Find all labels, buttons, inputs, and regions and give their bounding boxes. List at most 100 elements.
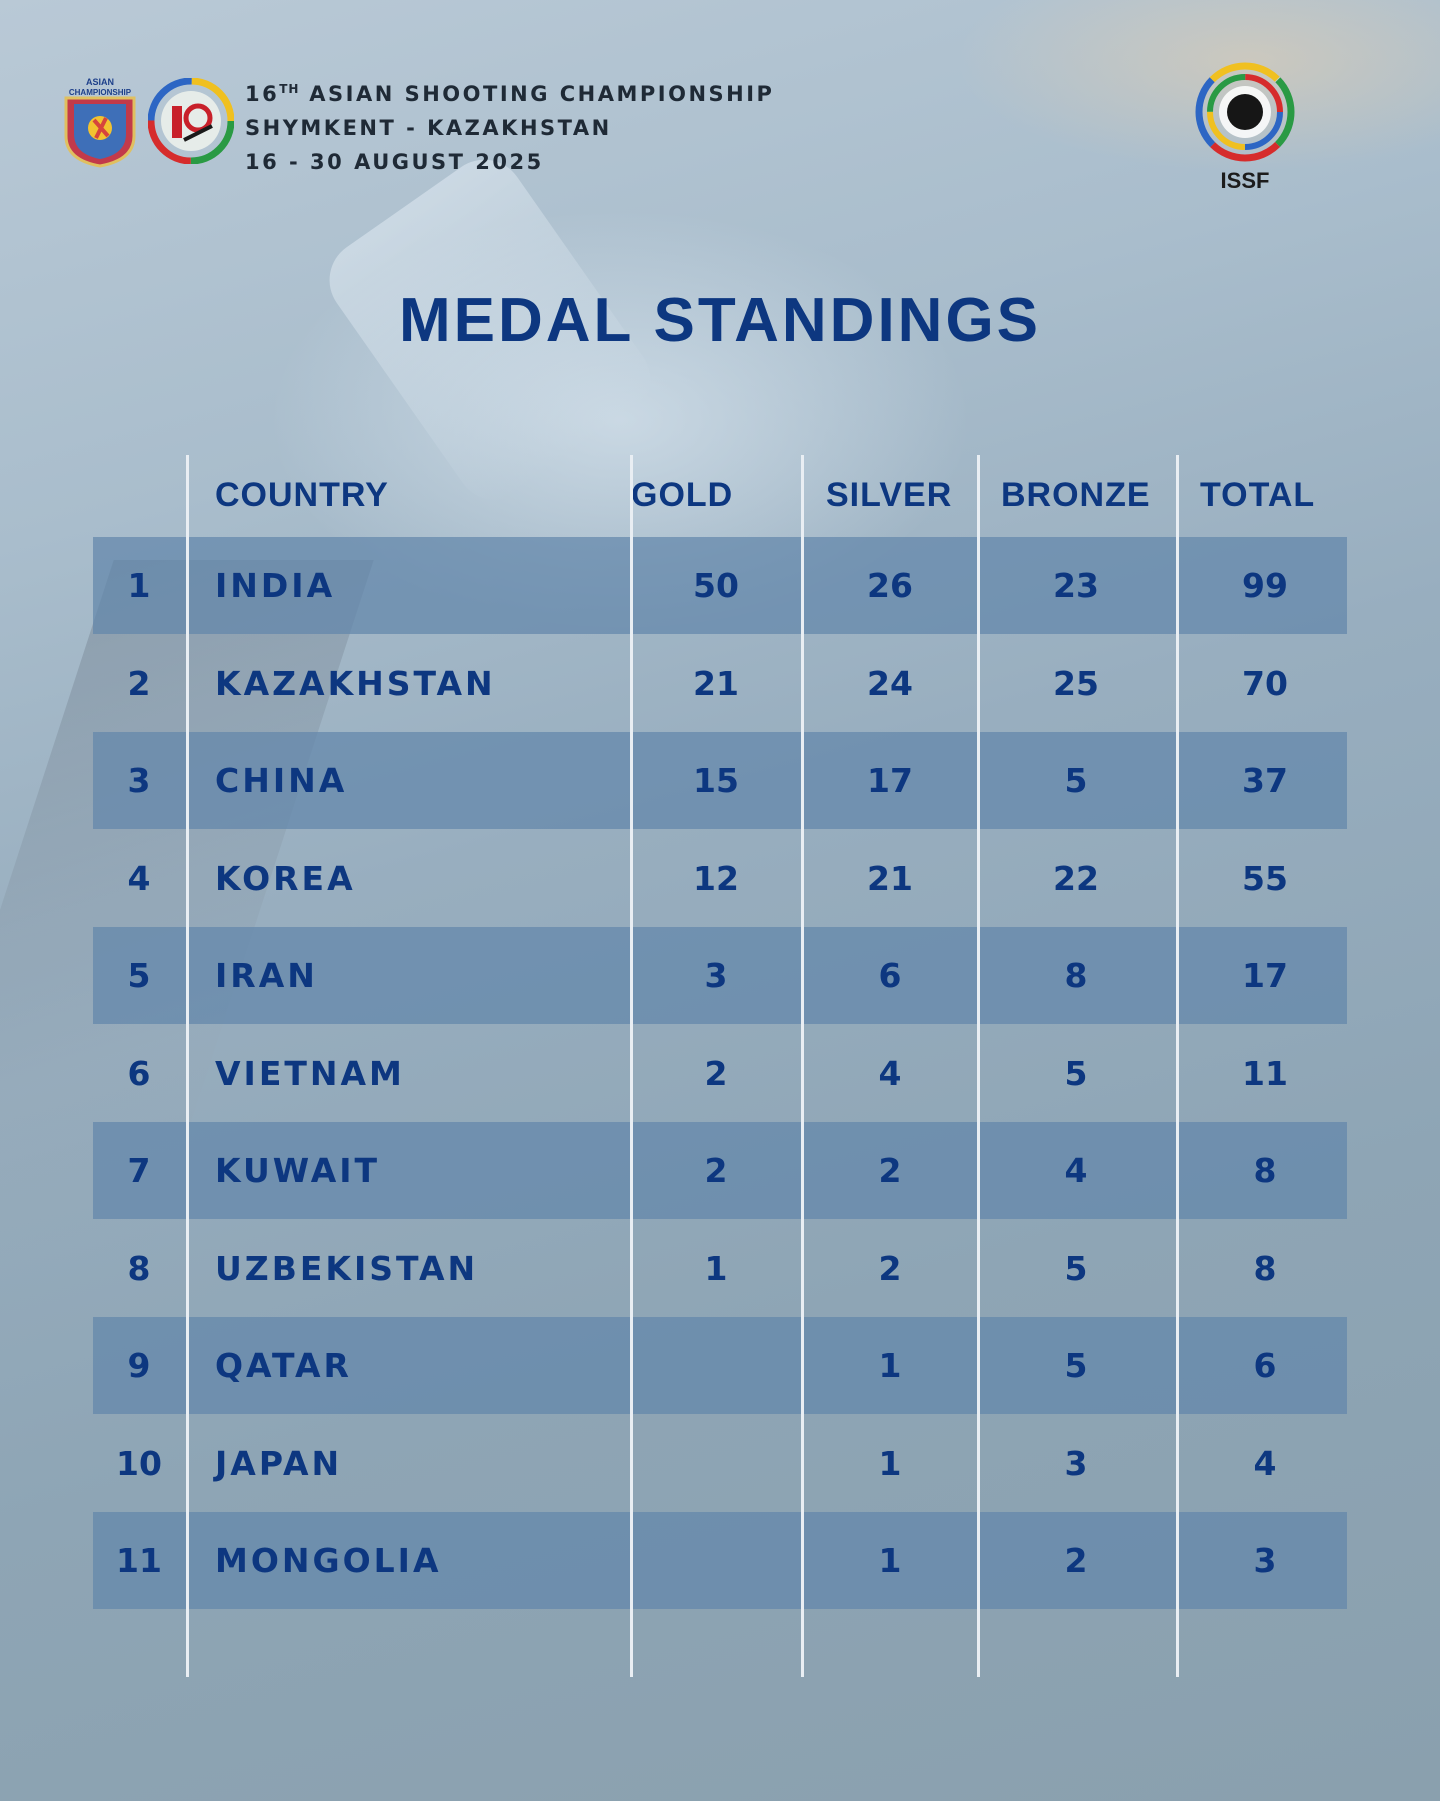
country-cell: KOREA (215, 858, 356, 898)
target-icon (1195, 62, 1295, 162)
country-cell: JAPAN (215, 1443, 343, 1483)
page-title: MEDAL STANDINGS (398, 286, 1042, 355)
rank-cell: 10 (116, 1443, 162, 1483)
column-divider (977, 455, 980, 1677)
bronze-cell: 5 (1064, 1248, 1088, 1288)
gold-cell: 2 (704, 1151, 728, 1190)
gold-cell: 1 (704, 1248, 728, 1288)
total-cell: 8 (1253, 1248, 1277, 1288)
column-divider (801, 455, 804, 1677)
gold-cell: 21 (693, 663, 739, 703)
total-cell: 8 (1253, 1151, 1277, 1190)
silver-cell: 17 (867, 761, 913, 800)
gold-cell: 50 (693, 566, 739, 605)
silver-cell: 4 (878, 1053, 902, 1093)
event-title: 16TH ASIAN SHOOTING CHAMPIONSHIP (245, 82, 775, 106)
table-row: 6 VIETNAM 2 4 5 11 (93, 1025, 1347, 1122)
event-dates: 16 - 30 AUGUST 2025 (245, 150, 544, 174)
total-cell: 55 (1242, 858, 1288, 898)
country-cell: KUWAIT (215, 1151, 381, 1190)
gold-cell (636, 1317, 796, 1414)
gold-cell: 15 (693, 761, 739, 800)
country-cell: INDIA (215, 566, 336, 605)
total-cell: 70 (1242, 663, 1288, 703)
issf-label: ISSF (1220, 168, 1270, 193)
bronze-cell: 25 (1053, 663, 1099, 703)
country-cell: QATAR (215, 1346, 352, 1385)
table-row: 5 IRAN 3 6 8 17 (93, 927, 1347, 1024)
column-header-silver: SILVER (826, 476, 953, 514)
rank-cell: 2 (127, 663, 151, 703)
silver-cell: 1 (878, 1346, 902, 1385)
table-row: 9 QATAR 1 5 6 (93, 1317, 1347, 1414)
gold-cell: 12 (693, 858, 739, 898)
silver-cell: 26 (867, 566, 913, 605)
country-cell: MONGOLIA (215, 1541, 442, 1580)
rank-cell: 3 (127, 761, 151, 800)
total-cell: 4 (1253, 1443, 1277, 1483)
svg-text:CHAMPIONSHIP: CHAMPIONSHIP (69, 88, 132, 97)
rank-cell: 6 (127, 1053, 151, 1093)
table-row: 2 KAZAKHSTAN 21 24 25 70 (93, 635, 1347, 732)
column-divider (186, 455, 189, 1677)
country-cell: VIETNAM (215, 1053, 405, 1093)
column-header-total: TOTAL (1200, 476, 1316, 514)
country-cell: IRAN (215, 956, 318, 995)
rank-cell: 8 (127, 1248, 151, 1288)
rank-cell: 7 (127, 1151, 151, 1190)
issf-logo: ISSF (1190, 60, 1300, 200)
bronze-cell: 5 (1064, 761, 1088, 800)
table-row: 8 UZBEKISTAN 1 2 5 8 (93, 1220, 1347, 1317)
bronze-cell: 3 (1064, 1443, 1088, 1483)
silver-cell: 1 (878, 1443, 902, 1483)
shooting-federation-logo (148, 78, 234, 164)
bronze-cell: 22 (1053, 858, 1099, 898)
rank-cell: 9 (127, 1346, 151, 1385)
rank-cell: 5 (127, 956, 151, 995)
silver-cell: 24 (867, 663, 913, 703)
country-cell: KAZAKHSTAN (215, 663, 496, 703)
svg-text:ASIAN: ASIAN (86, 77, 114, 87)
column-header-gold: GOLD (631, 476, 734, 514)
bronze-cell: 8 (1064, 956, 1088, 995)
gold-cell: 2 (704, 1053, 728, 1093)
bronze-cell: 5 (1064, 1053, 1088, 1093)
bronze-cell: 5 (1064, 1346, 1088, 1385)
rank-cell: 1 (127, 566, 151, 605)
table-row: 10 JAPAN 1 3 4 (93, 1415, 1347, 1512)
event-info: 16TH ASIAN SHOOTING CHAMPIONSHIP SHYMKEN… (245, 72, 885, 179)
rank-cell: 4 (127, 858, 151, 898)
bronze-cell: 4 (1064, 1151, 1088, 1190)
country-cell: UZBEKISTAN (215, 1248, 479, 1288)
rank-cell: 11 (116, 1541, 162, 1580)
column-header-bronze: BRONZE (1001, 476, 1151, 514)
table-row: 4 KOREA 12 21 22 55 (93, 830, 1347, 927)
bronze-cell: 23 (1053, 566, 1099, 605)
table-row: 3 CHINA 15 17 5 37 (93, 732, 1347, 829)
bronze-cell: 2 (1064, 1541, 1088, 1580)
silver-cell: 2 (878, 1151, 902, 1190)
silver-cell: 2 (878, 1248, 902, 1288)
medal-table: COUNTRY GOLD SILVER BRONZE TOTAL 1 INDIA 5… (93, 455, 1347, 1680)
silver-cell: 21 (867, 858, 913, 898)
country-cell: CHINA (215, 761, 348, 800)
silver-cell: 1 (878, 1541, 902, 1580)
column-divider (630, 455, 633, 1677)
silver-cell: 6 (878, 956, 902, 995)
column-divider (1176, 455, 1179, 1677)
table-row: 1 INDIA 50 26 23 99 (93, 537, 1347, 634)
total-cell: 17 (1242, 956, 1288, 995)
gold-cell: 3 (704, 956, 728, 995)
gold-cell (636, 1415, 796, 1512)
table-row: 7 KUWAIT 2 2 4 8 (93, 1122, 1347, 1219)
total-cell: 37 (1242, 761, 1288, 800)
total-cell: 99 (1242, 566, 1288, 605)
total-cell: 11 (1242, 1053, 1288, 1093)
event-location: SHYMKENT - KAZAKHSTAN (245, 116, 612, 140)
total-cell: 6 (1253, 1346, 1277, 1385)
table-row: 11 MONGOLIA 1 2 3 (93, 1512, 1347, 1609)
column-header-country: COUNTRY (215, 476, 389, 514)
total-cell: 3 (1253, 1541, 1277, 1580)
asian-championship-logo: ASIAN CHAMPIONSHIP (64, 77, 136, 168)
